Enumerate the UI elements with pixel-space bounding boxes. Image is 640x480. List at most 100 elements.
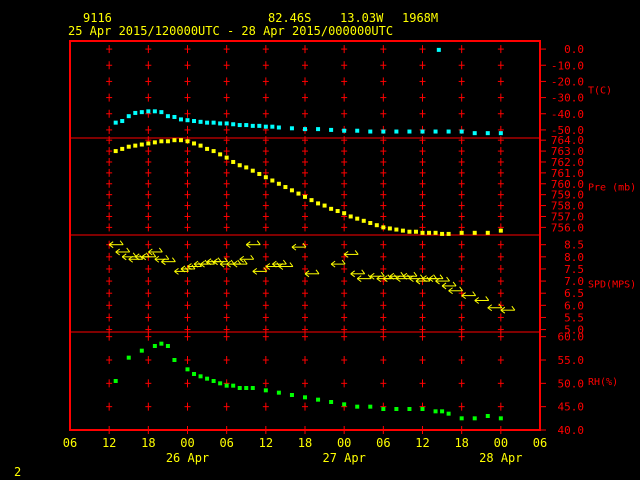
wind-barb-head [226,263,231,268]
temp-point [498,131,503,136]
wind-barb [239,254,255,263]
rh-point [472,416,477,421]
wind-barb-flag [341,259,346,265]
pressure-point [296,191,301,196]
wind-barb-head [409,278,414,283]
wind-barb-head [128,258,134,263]
temp-point [289,126,294,131]
pressure-point [218,152,223,157]
wind-barb-head [154,255,160,260]
rh-point [113,379,118,383]
pressure-point [394,227,399,232]
wind-barb-head [461,295,466,300]
wind-barb-head [474,300,480,304]
pressure-point [192,141,197,146]
wind-barb-flag [472,291,477,296]
wind-barb-head [278,263,284,267]
temp-point [205,120,210,125]
rh-point [459,416,464,421]
wind-barb-head [200,263,205,268]
wind-barb [356,274,372,283]
wind-barb-head [428,275,434,280]
wind-barb-head [396,275,401,280]
temp-point [185,118,190,123]
wind-barb [402,271,418,280]
rh-point [316,397,321,402]
x-tick-label: 12 [415,436,429,450]
wind-barb-flag [433,274,437,279]
wind-barb-head [161,258,166,263]
temp-point [172,114,177,119]
y-tick-label: 5.0 [564,324,584,337]
rh-point [244,386,249,390]
temp-point [237,123,242,128]
wind-barb-head [121,256,127,261]
wind-barb-head [174,267,179,272]
pressure-point [263,175,268,180]
pressure-point [211,149,216,154]
wind-barb-head [396,278,401,283]
pressure-point [446,231,451,236]
rh-point [289,393,294,397]
y-tick-label: 759.0 [551,189,584,202]
pressure-point [485,230,490,235]
wind-barb-head [141,253,147,258]
wind-barb [154,254,170,263]
y-tick-label: 45.0 [558,401,585,414]
rh-point [139,348,144,353]
wind-barb-head [252,267,258,272]
wind-barb-head [115,248,120,253]
panel-label-rh: RH(%) [588,377,618,388]
wind-barb-head [474,297,480,301]
wind-barb-head [383,278,388,283]
temp-point [139,110,144,115]
x-tick-label: 18 [141,436,155,450]
pressure-point [165,139,170,144]
rh-point [165,344,170,348]
temp-point [192,119,197,124]
temp-point [224,121,229,126]
pressure-point [335,209,340,214]
wind-barb-head [213,258,218,263]
pressure-point [205,146,210,151]
temp-point [303,127,307,132]
station-id: 9116 [83,11,112,25]
pressure-point [348,214,353,219]
pressure-point [113,149,118,154]
wind-barb-head [219,260,225,265]
rh-point [446,411,451,416]
wind-barb-head [415,280,421,285]
temp-point [231,122,236,127]
temp-point [120,119,125,124]
wind-barb [500,305,516,314]
temp-point [355,128,360,133]
wind-barb-flag [498,303,503,309]
wind-barb-head [330,263,336,268]
wind-barb [115,247,131,256]
y-tick-label: 757.0 [551,210,584,223]
wind-barb [350,269,366,278]
station-lat: 82.46S [268,11,311,25]
pressure-point [133,143,138,148]
wind-barb-head [291,243,297,248]
station-lon: 13.03W [340,11,384,25]
temp-point [407,129,412,134]
wind-barb-head [461,292,466,297]
wind-barb-head [180,265,186,270]
pressure-point [472,230,477,235]
x-tick-label: 06 [63,436,77,450]
wind-barb-head [291,246,297,251]
wind-barb-head [148,248,153,253]
temp-point [316,127,321,132]
temp-point [433,129,438,134]
y-tick-label: 50.0 [558,377,585,390]
rh-point [192,372,197,376]
rh-point [394,407,399,411]
wind-barb-head [383,275,388,280]
wind-barb-head [435,277,440,282]
wind-barb [343,250,359,258]
rh-point [433,409,438,414]
pressure-point [400,228,405,233]
temp-point [146,109,151,114]
